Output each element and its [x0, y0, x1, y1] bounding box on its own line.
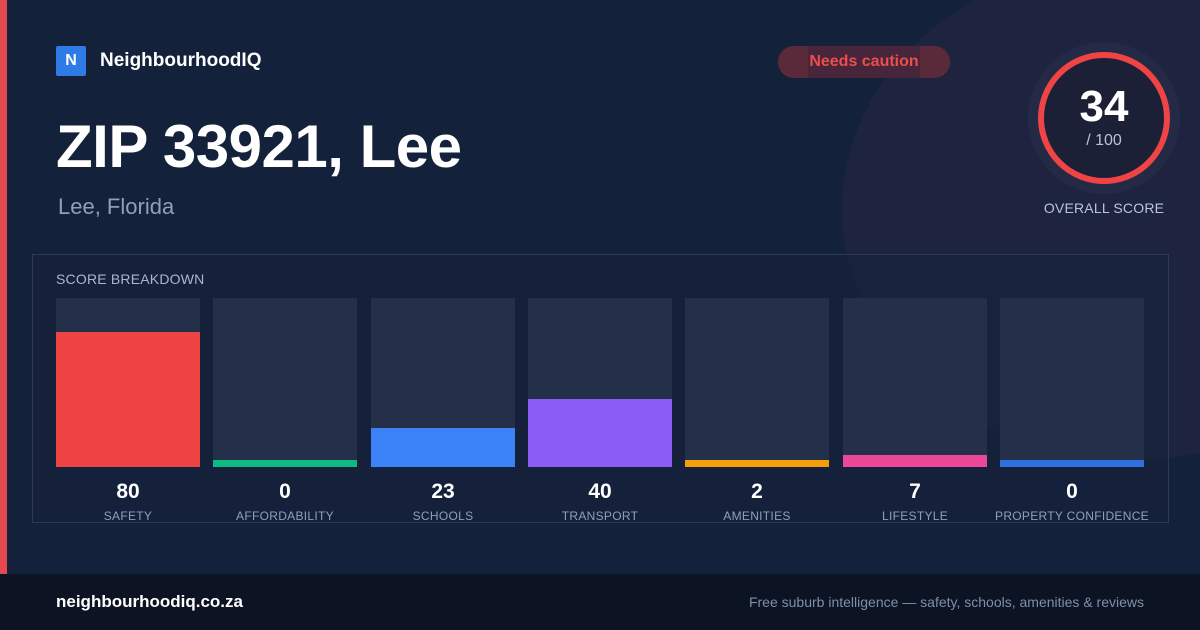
bar-value: 0: [279, 480, 291, 503]
score-bar-schools: 23 SCHOOLS: [371, 298, 515, 523]
score-bar-property-confidence: 0 PROPERTY CONFIDENCE: [995, 298, 1149, 523]
bar-fill: [371, 428, 515, 467]
overall-score-max: / 100: [1086, 132, 1122, 149]
bar-label: AMENITIES: [723, 509, 791, 523]
score-bar-lifestyle: 7 LIFESTYLE: [843, 298, 987, 523]
bar-track: [843, 298, 987, 467]
bar-label: PROPERTY CONFIDENCE: [995, 509, 1149, 523]
bar-label: LIFESTYLE: [881, 509, 949, 523]
bar-fill: [56, 332, 200, 467]
score-bar-affordability: 0 AFFORDABILITY: [213, 298, 357, 523]
bar-track: [528, 298, 672, 467]
bar-label: AFFORDABILITY: [236, 509, 334, 523]
bar-value: 23: [431, 480, 455, 503]
overall-score-value: 34: [1079, 82, 1129, 131]
bar-track: [685, 298, 829, 467]
score-bar-safety: 80 SAFETY: [56, 298, 200, 523]
location-subtitle: Lee, Florida: [58, 194, 175, 219]
status-badge-left-cap: [778, 46, 808, 78]
score-breakdown-heading: SCORE BREAKDOWN: [56, 271, 205, 287]
bar-value: 40: [588, 480, 612, 503]
overall-score-label: OVERALL SCORE: [1043, 200, 1165, 216]
bar-value: 7: [909, 480, 921, 503]
brand[interactable]: N NeighbourhoodIQ: [56, 46, 261, 76]
bar-value: 0: [1066, 480, 1078, 503]
score-breakdown-bars: 80 SAFETY 0 AFFORDABILITY 23 SCHOOLS 40 TRANSPO…: [56, 298, 1149, 523]
bar-fill: [528, 399, 672, 467]
brand-name: NeighbourhoodIQ: [100, 50, 262, 71]
bar-track: [56, 298, 200, 467]
overall-score-ring: [1038, 52, 1170, 184]
bar-fill: [213, 460, 357, 467]
bar-label: SCHOOLS: [412, 509, 474, 523]
score-bar-transport: 40 TRANSPORT: [528, 298, 672, 523]
footer: [0, 574, 1200, 630]
bar-fill: [1000, 460, 1144, 467]
bar-track: [1000, 298, 1144, 467]
brand-logo-icon: N: [56, 46, 86, 76]
page-title: ZIP 33921, Lee: [56, 113, 462, 180]
bar-value: 2: [751, 480, 763, 503]
bar-track: [371, 298, 515, 467]
bar-fill: [685, 460, 829, 467]
footer-tagline: Free suburb intelligence — safety, schoo…: [748, 594, 1144, 610]
footer-site-link[interactable]: neighbourhoodiq.co.za: [56, 592, 243, 611]
bar-label: TRANSPORT: [561, 509, 639, 523]
status-badge: Needs caution: [778, 46, 950, 78]
status-badge-label: Needs caution: [809, 53, 919, 70]
bar-label: SAFETY: [103, 509, 153, 523]
status-badge-right-cap: [920, 46, 950, 78]
bar-fill: [843, 455, 987, 467]
bar-track: [213, 298, 357, 467]
bar-value: 80: [116, 480, 140, 503]
left-accent-stripe: [0, 0, 7, 574]
score-bar-amenities: 2 AMENITIES: [685, 298, 829, 523]
